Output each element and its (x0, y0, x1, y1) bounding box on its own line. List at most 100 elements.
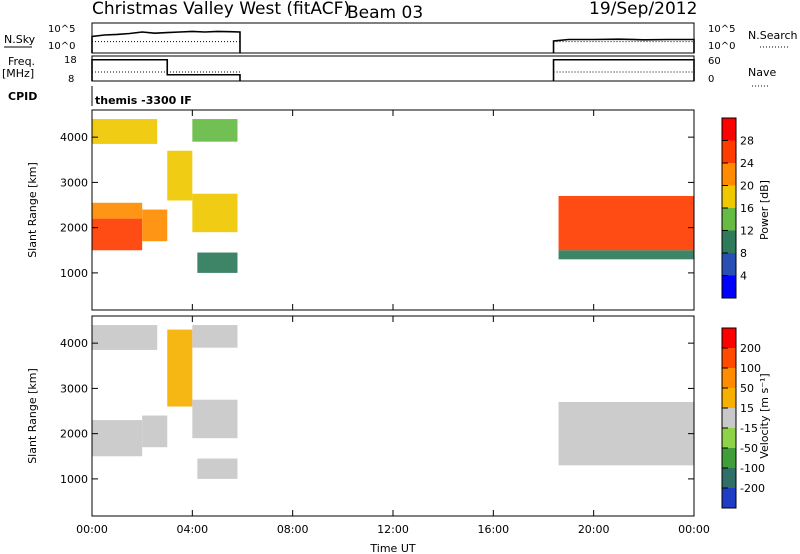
power-region (192, 119, 238, 142)
freq-left-tick-low: 8 (68, 74, 74, 85)
velocity-colorbar-swatch (722, 428, 736, 449)
power-region (92, 218, 143, 251)
velocity-colorbar-swatch (722, 368, 736, 389)
power-colorbar: 28 24 20 16 12 8 4 (721, 117, 754, 299)
nave-label: Nave (748, 66, 776, 79)
velocity-y-tick-label: 4000 (60, 337, 88, 350)
velocity-region (167, 329, 193, 407)
x-tick-label: 20:00 (578, 523, 610, 536)
power-region (558, 250, 694, 260)
velocity-colorbar-tick-label: 50 (740, 382, 754, 395)
velocity-region (192, 325, 238, 348)
power-y-axis-label: Slant Range [km] (26, 162, 39, 258)
power-region (92, 119, 158, 144)
power-colorbar-swatch (722, 230, 736, 254)
power-y-tick-label: 1000 (60, 267, 88, 280)
noise-left-tick-low: 10^0 (48, 41, 75, 52)
noise-trace-0 (91, 30, 241, 53)
velocity-y-tick-label: 3000 (60, 382, 88, 395)
noise-right-label: N.Search (748, 29, 798, 42)
power-colorbar-swatch (722, 208, 736, 231)
noise-right-tick-low: 10^0 (708, 41, 735, 52)
power-colorbar-swatch (722, 163, 736, 186)
velocity-colorbar-swatch (722, 408, 736, 429)
power-colorbar-tick-label: 24 (740, 157, 754, 170)
freq-trace-0 (91, 58, 241, 81)
velocity-region (192, 399, 238, 439)
velocity-colorbar-label: Velocity [m s⁻¹] (758, 373, 771, 458)
velocity-plot (92, 325, 694, 479)
noise-left-label: N.Sky (4, 33, 36, 46)
time-axis: 00:00 04:00 08:00 12:00 16:00 20:00 00:00 (76, 110, 710, 536)
velocity-colorbar-tick-label: 100 (740, 362, 761, 375)
cpid-label: CPID (8, 90, 37, 103)
date-title: 19/Sep/2012 (589, 0, 697, 19)
power-y-tick-label: 4000 (60, 131, 88, 144)
velocity-colorbar-tick-label: 15 (740, 402, 754, 415)
freq-left-label: Freq. (8, 55, 35, 68)
noise-trace-1 (552, 38, 695, 53)
freq-left-unit: [MHz] (2, 67, 34, 80)
noise-right-tick-high: 10^5 (708, 24, 735, 35)
velocity-colorbar: 200 100 50 15 -15 -50 -100 -200 (721, 327, 765, 509)
velocity-region (142, 415, 168, 448)
velocity-y-axis: 1000 2000 3000 4000 (60, 337, 694, 486)
power-colorbar-label: Power [dB] (758, 180, 771, 240)
velocity-colorbar-tick-label: -200 (740, 482, 765, 495)
power-y-axis: 1000 2000 3000 4000 (60, 131, 694, 280)
velocity-y-axis-label: Slant Range [km] (26, 368, 39, 464)
velocity-y-tick-label: 1000 (60, 473, 88, 486)
velocity-y-tick-label: 2000 (60, 428, 88, 441)
x-tick-label: 08:00 (277, 523, 309, 536)
power-region (197, 252, 238, 273)
power-colorbar-swatch (722, 185, 736, 209)
station-title: Christmas Valley West (fitACF) (92, 0, 350, 19)
freq-right-tick-high: 60 (708, 56, 721, 67)
velocity-colorbar-swatch (722, 348, 736, 369)
velocity-colorbar-tick-label: -15 (740, 422, 758, 435)
power-colorbar-swatch (722, 253, 736, 276)
freq-right-tick-low: 0 (708, 74, 714, 85)
power-y-tick-label: 3000 (60, 176, 88, 189)
velocity-colorbar-swatch (722, 468, 736, 489)
power-colorbar-tick-label: 20 (740, 180, 754, 193)
cpid-program: themis -3300 IF (95, 94, 192, 107)
velocity-colorbar-swatch (722, 328, 736, 349)
noise-panel-frame (91, 22, 695, 54)
power-region (192, 193, 238, 233)
velocity-colorbar-tick-label: 200 (740, 342, 761, 355)
velocity-colorbar-swatch (722, 488, 736, 509)
power-colorbar-tick-label: 28 (740, 135, 754, 148)
x-tick-label: 00:00 (678, 523, 710, 536)
x-tick-label: 16:00 (477, 523, 509, 536)
velocity-region (92, 325, 158, 350)
power-colorbar-tick-label: 8 (740, 247, 747, 260)
x-tick-label: 00:00 (76, 523, 108, 536)
power-colorbar-tick-label: 4 (740, 270, 747, 283)
freq-trace-1 (552, 58, 695, 81)
velocity-colorbar-swatch (722, 388, 736, 409)
power-colorbar-tick-label: 16 (740, 202, 754, 215)
velocity-colorbar-tick-label: -50 (740, 442, 758, 455)
power-colorbar-tick-label: 12 (740, 225, 754, 238)
velocity-colorbar-tick-label: -100 (740, 462, 765, 475)
velocity-colorbar-swatch (722, 448, 736, 469)
freq-plot (91, 58, 695, 81)
power-region (558, 195, 694, 251)
power-colorbar-swatch (722, 118, 736, 141)
x-axis-label: Time UT (369, 542, 415, 554)
beam-title: Beam 03 (347, 3, 423, 23)
freq-left-tick-high: 18 (64, 55, 77, 66)
noise-left-tick-high: 10^5 (48, 24, 75, 35)
power-colorbar-swatch (722, 140, 736, 164)
power-plot (92, 119, 694, 273)
x-tick-label: 04:00 (176, 523, 208, 536)
velocity-region (558, 401, 694, 466)
x-tick-label: 12:00 (377, 523, 409, 536)
velocity-colorbar-frame (721, 327, 737, 509)
power-colorbar-swatch (722, 275, 736, 299)
power-region (142, 209, 168, 242)
power-y-tick-label: 2000 (60, 222, 88, 235)
power-region (167, 150, 193, 201)
